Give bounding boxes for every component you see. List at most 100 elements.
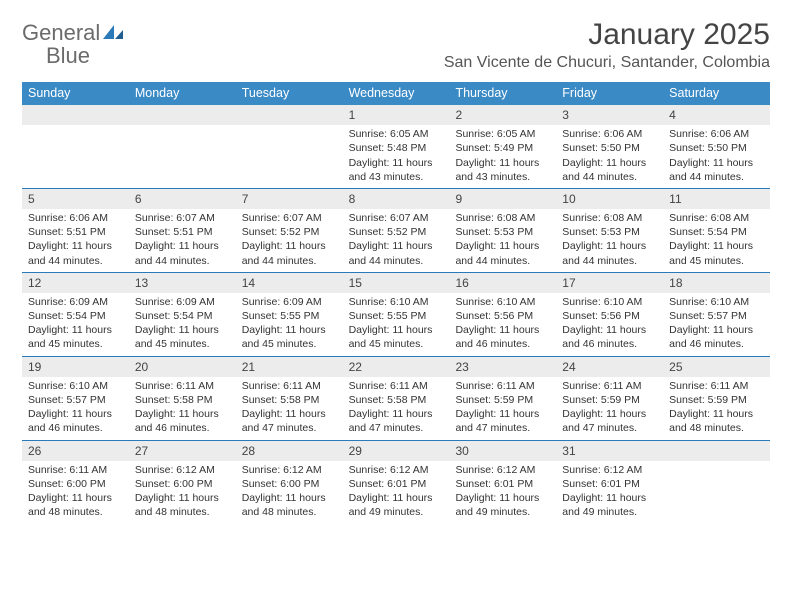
- day-cell: 4Sunrise: 6:06 AMSunset: 5:50 PMDaylight…: [663, 105, 770, 188]
- day-number: 17: [556, 273, 663, 293]
- sunset-line: Sunset: 5:55 PM: [242, 309, 337, 323]
- day-number: 11: [663, 189, 770, 209]
- day-body: Sunrise: 6:07 AMSunset: 5:51 PMDaylight:…: [129, 209, 236, 272]
- day-body: Sunrise: 6:10 AMSunset: 5:57 PMDaylight:…: [663, 293, 770, 356]
- day-number: 15: [343, 273, 450, 293]
- day-body: [22, 125, 129, 181]
- daylight-line: Daylight: 11 hours and 45 minutes.: [669, 239, 764, 267]
- day-cell: 27Sunrise: 6:12 AMSunset: 6:00 PMDayligh…: [129, 441, 236, 524]
- day-cell: 19Sunrise: 6:10 AMSunset: 5:57 PMDayligh…: [22, 357, 129, 440]
- sunrise-line: Sunrise: 6:07 AM: [349, 211, 444, 225]
- sunrise-line: Sunrise: 6:12 AM: [135, 463, 230, 477]
- day-number: 4: [663, 105, 770, 125]
- sunrise-line: Sunrise: 6:12 AM: [562, 463, 657, 477]
- day-cell: 5Sunrise: 6:06 AMSunset: 5:51 PMDaylight…: [22, 189, 129, 272]
- day-body: Sunrise: 6:08 AMSunset: 5:53 PMDaylight:…: [556, 209, 663, 272]
- sunset-line: Sunset: 5:54 PM: [28, 309, 123, 323]
- day-body: Sunrise: 6:11 AMSunset: 5:58 PMDaylight:…: [343, 377, 450, 440]
- day-cell: 14Sunrise: 6:09 AMSunset: 5:55 PMDayligh…: [236, 273, 343, 356]
- daylight-line: Daylight: 11 hours and 44 minutes.: [669, 156, 764, 184]
- sunrise-line: Sunrise: 6:10 AM: [349, 295, 444, 309]
- day-cell: 25Sunrise: 6:11 AMSunset: 5:59 PMDayligh…: [663, 357, 770, 440]
- day-cell: 28Sunrise: 6:12 AMSunset: 6:00 PMDayligh…: [236, 441, 343, 524]
- calendar-grid: SundayMondayTuesdayWednesdayThursdayFrid…: [22, 82, 770, 523]
- logo-sail-icon: [102, 24, 124, 45]
- week-row: 5Sunrise: 6:06 AMSunset: 5:51 PMDaylight…: [22, 189, 770, 273]
- day-body: Sunrise: 6:12 AMSunset: 6:01 PMDaylight:…: [556, 461, 663, 524]
- daylight-line: Daylight: 11 hours and 44 minutes.: [455, 239, 550, 267]
- daylight-line: Daylight: 11 hours and 45 minutes.: [28, 323, 123, 351]
- daylight-line: Daylight: 11 hours and 49 minutes.: [562, 491, 657, 519]
- sunset-line: Sunset: 6:01 PM: [455, 477, 550, 491]
- sunrise-line: Sunrise: 6:09 AM: [28, 295, 123, 309]
- daylight-line: Daylight: 11 hours and 44 minutes.: [349, 239, 444, 267]
- day-cell: 22Sunrise: 6:11 AMSunset: 5:58 PMDayligh…: [343, 357, 450, 440]
- weekday-header-cell: Thursday: [449, 82, 556, 105]
- daylight-line: Daylight: 11 hours and 48 minutes.: [135, 491, 230, 519]
- daylight-line: Daylight: 11 hours and 44 minutes.: [562, 156, 657, 184]
- day-number: 10: [556, 189, 663, 209]
- sunrise-line: Sunrise: 6:11 AM: [455, 379, 550, 393]
- sunset-line: Sunset: 5:55 PM: [349, 309, 444, 323]
- sunset-line: Sunset: 5:52 PM: [349, 225, 444, 239]
- day-body: Sunrise: 6:07 AMSunset: 5:52 PMDaylight:…: [343, 209, 450, 272]
- day-number: 7: [236, 189, 343, 209]
- day-number: 25: [663, 357, 770, 377]
- sunrise-line: Sunrise: 6:08 AM: [669, 211, 764, 225]
- sunset-line: Sunset: 5:58 PM: [349, 393, 444, 407]
- sunrise-line: Sunrise: 6:10 AM: [562, 295, 657, 309]
- day-number: 24: [556, 357, 663, 377]
- sunrise-line: Sunrise: 6:08 AM: [562, 211, 657, 225]
- sunset-line: Sunset: 6:00 PM: [28, 477, 123, 491]
- daylight-line: Daylight: 11 hours and 47 minutes.: [562, 407, 657, 435]
- day-body: Sunrise: 6:10 AMSunset: 5:55 PMDaylight:…: [343, 293, 450, 356]
- sunset-line: Sunset: 6:00 PM: [242, 477, 337, 491]
- day-cell: 31Sunrise: 6:12 AMSunset: 6:01 PMDayligh…: [556, 441, 663, 524]
- day-body: Sunrise: 6:12 AMSunset: 6:01 PMDaylight:…: [449, 461, 556, 524]
- sunset-line: Sunset: 6:01 PM: [349, 477, 444, 491]
- daylight-line: Daylight: 11 hours and 46 minutes.: [562, 323, 657, 351]
- empty-cell: [22, 105, 129, 188]
- weekday-header-cell: Monday: [129, 82, 236, 105]
- day-number: 16: [449, 273, 556, 293]
- sunrise-line: Sunrise: 6:11 AM: [349, 379, 444, 393]
- daylight-line: Daylight: 11 hours and 44 minutes.: [135, 239, 230, 267]
- day-number: 1: [343, 105, 450, 125]
- day-body: Sunrise: 6:12 AMSunset: 6:01 PMDaylight:…: [343, 461, 450, 524]
- sunset-line: Sunset: 5:58 PM: [135, 393, 230, 407]
- day-body: Sunrise: 6:11 AMSunset: 5:59 PMDaylight:…: [663, 377, 770, 440]
- sunrise-line: Sunrise: 6:05 AM: [455, 127, 550, 141]
- day-body: [236, 125, 343, 181]
- day-cell: 11Sunrise: 6:08 AMSunset: 5:54 PMDayligh…: [663, 189, 770, 272]
- day-number: [236, 105, 343, 125]
- sunset-line: Sunset: 5:51 PM: [135, 225, 230, 239]
- week-row: 1Sunrise: 6:05 AMSunset: 5:48 PMDaylight…: [22, 105, 770, 189]
- weekday-header-cell: Saturday: [663, 82, 770, 105]
- page-header: General Blue January 2025 San Vicente de…: [22, 18, 770, 72]
- day-body: Sunrise: 6:10 AMSunset: 5:57 PMDaylight:…: [22, 377, 129, 440]
- sunset-line: Sunset: 5:54 PM: [135, 309, 230, 323]
- daylight-line: Daylight: 11 hours and 46 minutes.: [135, 407, 230, 435]
- day-number: 12: [22, 273, 129, 293]
- day-cell: 2Sunrise: 6:05 AMSunset: 5:49 PMDaylight…: [449, 105, 556, 188]
- weekday-header-cell: Wednesday: [343, 82, 450, 105]
- weekday-header-cell: Tuesday: [236, 82, 343, 105]
- day-body: Sunrise: 6:08 AMSunset: 5:53 PMDaylight:…: [449, 209, 556, 272]
- daylight-line: Daylight: 11 hours and 47 minutes.: [349, 407, 444, 435]
- logo: General Blue: [22, 18, 124, 68]
- sunset-line: Sunset: 5:50 PM: [669, 141, 764, 155]
- day-body: Sunrise: 6:11 AMSunset: 5:58 PMDaylight:…: [236, 377, 343, 440]
- daylight-line: Daylight: 11 hours and 47 minutes.: [242, 407, 337, 435]
- empty-cell: [236, 105, 343, 188]
- day-body: Sunrise: 6:10 AMSunset: 5:56 PMDaylight:…: [556, 293, 663, 356]
- sunrise-line: Sunrise: 6:10 AM: [669, 295, 764, 309]
- sunrise-line: Sunrise: 6:12 AM: [349, 463, 444, 477]
- day-body: Sunrise: 6:11 AMSunset: 5:58 PMDaylight:…: [129, 377, 236, 440]
- day-cell: 10Sunrise: 6:08 AMSunset: 5:53 PMDayligh…: [556, 189, 663, 272]
- sunset-line: Sunset: 6:01 PM: [562, 477, 657, 491]
- day-number: 21: [236, 357, 343, 377]
- day-body: Sunrise: 6:09 AMSunset: 5:54 PMDaylight:…: [22, 293, 129, 356]
- sunset-line: Sunset: 5:57 PM: [669, 309, 764, 323]
- sunrise-line: Sunrise: 6:07 AM: [242, 211, 337, 225]
- sunrise-line: Sunrise: 6:06 AM: [562, 127, 657, 141]
